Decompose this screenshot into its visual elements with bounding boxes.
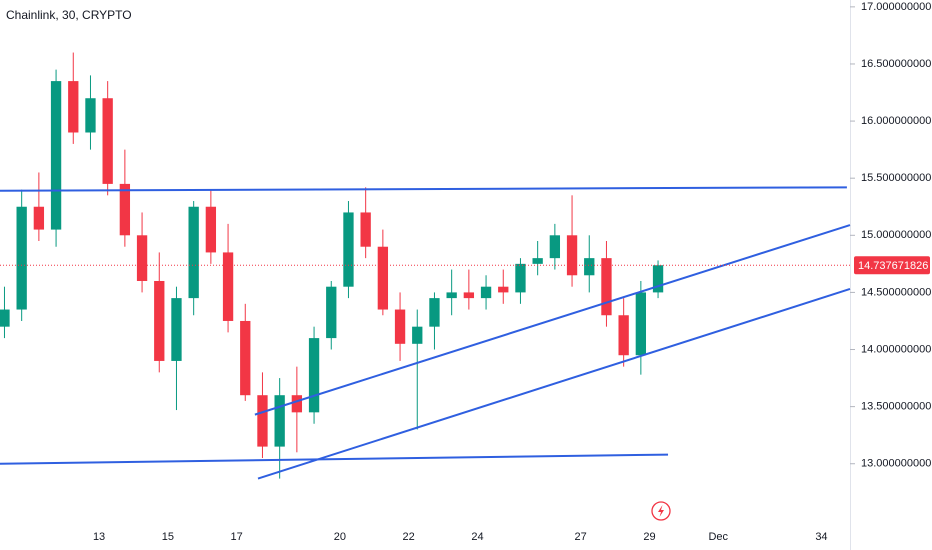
candle-body [532, 258, 543, 264]
last-price-box [854, 256, 930, 275]
candle-body [205, 206, 217, 253]
candle-body [240, 320, 251, 396]
candle-body [515, 263, 526, 293]
x-tick-label: 22 [403, 531, 415, 543]
lightning-icon[interactable] [651, 501, 671, 521]
trend-line [257, 288, 851, 480]
candle-body [171, 298, 182, 361]
candle-body [291, 395, 303, 413]
x-tick-label: 20 [334, 531, 346, 543]
candle-body [274, 395, 285, 447]
candle-body [652, 265, 664, 293]
x-tick-label: 17 [231, 531, 243, 543]
candle-body [377, 246, 389, 310]
y-tick-label: 16.000000000 [861, 115, 931, 127]
candle-body [343, 212, 354, 287]
candle-body [33, 206, 45, 230]
candle-body [136, 235, 148, 281]
candle-body [480, 286, 492, 299]
y-tick-label: 15.500000000 [861, 172, 931, 184]
candle-body [394, 309, 406, 344]
candle-body [635, 292, 647, 356]
candle-body [549, 235, 561, 259]
x-tick-label: 27 [575, 531, 587, 543]
trend-line [0, 453, 669, 465]
candle-body [360, 212, 371, 247]
candle-body [429, 298, 440, 327]
x-tick-label: 24 [471, 531, 483, 543]
candle-body [463, 292, 475, 299]
candle-body [584, 258, 595, 276]
candle-body [601, 258, 612, 316]
candle-body [68, 81, 79, 133]
candle-body [188, 206, 199, 299]
y-tick-label: 14.000000000 [861, 343, 931, 355]
x-tick-label: 29 [643, 531, 655, 543]
trend-line [0, 186, 847, 192]
candle-body [222, 252, 234, 321]
candle-body [85, 98, 96, 133]
x-tick-label: 34 [815, 531, 827, 543]
candle-body [412, 326, 423, 344]
candle-body [498, 286, 509, 293]
y-tick-label: 13.000000000 [861, 458, 931, 470]
candle-body [0, 309, 10, 327]
candle-body [326, 286, 337, 339]
candle-body [50, 81, 62, 230]
y-tick-label: 13.500000000 [861, 401, 931, 413]
y-tick-label: 16.500000000 [861, 58, 931, 70]
candle-body [618, 315, 629, 356]
candle-body [119, 183, 131, 236]
candle-body [446, 292, 457, 299]
candle-body [102, 98, 113, 184]
y-tick-label: 14.500000000 [861, 286, 931, 298]
x-tick-label: 13 [93, 531, 105, 543]
last-price-label: 14.737671826 [858, 260, 928, 272]
y-tick-label: 17.000000000 [861, 1, 931, 13]
trend-line [254, 224, 851, 416]
x-tick-label: Dec [708, 531, 728, 543]
candle-body [257, 395, 268, 447]
candle-body [16, 206, 27, 310]
candle-body [154, 280, 165, 361]
x-tick-label: 15 [162, 531, 174, 543]
y-tick-label: 15.000000000 [861, 229, 931, 241]
candle-body [566, 235, 578, 276]
candle-body [308, 338, 320, 413]
chart-title: Chainlink, 30, CRYPTO [6, 8, 132, 22]
